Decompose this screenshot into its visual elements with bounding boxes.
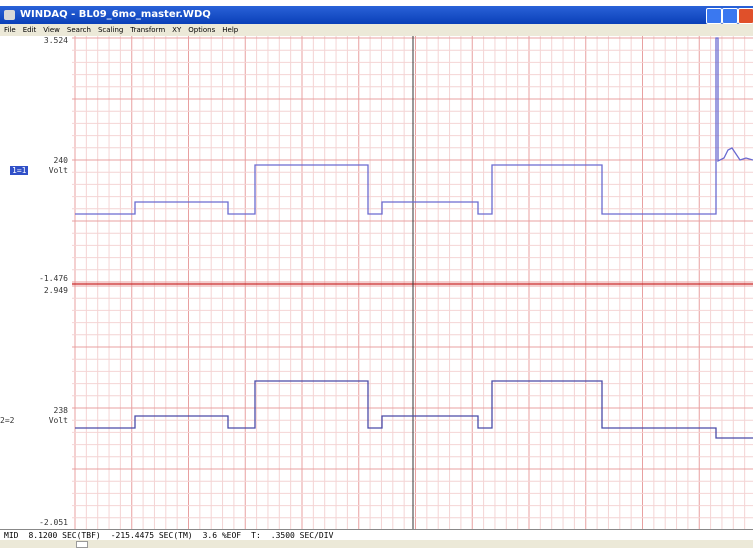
menu-item[interactable]: Scaling bbox=[97, 26, 124, 34]
status-field: MID bbox=[4, 531, 19, 540]
menu-item[interactable]: File bbox=[4, 26, 16, 34]
channel-1-trace bbox=[75, 37, 753, 215]
close-button[interactable] bbox=[738, 8, 753, 24]
channel-bottom: -1.476 bbox=[39, 274, 68, 283]
title-bar: WINDAQ - BL09_6mo_master.WDQ bbox=[0, 6, 753, 24]
minimize-button[interactable] bbox=[706, 8, 722, 24]
status-field: 3.6 %EOF bbox=[202, 531, 242, 540]
channel-unit: Volt bbox=[48, 166, 68, 175]
scroll-thumb[interactable] bbox=[76, 541, 88, 548]
status-field: .3500 SEC/DIV bbox=[270, 531, 334, 540]
status-field: -215.4475 SEC(TM) bbox=[110, 531, 193, 540]
menu-item[interactable]: View bbox=[43, 26, 60, 34]
channel-mid: 240 bbox=[53, 156, 68, 165]
app-icon bbox=[4, 10, 15, 20]
status-bar: MID 8.1200 SEC(TBF) -215.4475 SEC(TM) 3.6 %… bbox=[0, 529, 753, 541]
menu-item[interactable]: Help bbox=[222, 26, 239, 34]
waveform-display bbox=[72, 36, 753, 529]
menu-bar: File Edit View Search Scaling Transform XY Opti… bbox=[0, 24, 753, 36]
channel-id[interactable]: 1=1 bbox=[10, 166, 29, 175]
menu-item[interactable]: Transform bbox=[130, 26, 166, 34]
channel-labels: 3.524 240 Volt 1=1 -1.476 2.949 238 Volt 2=2 -2.0… bbox=[0, 36, 72, 529]
channel-2-trace bbox=[75, 380, 753, 439]
status-field: T: bbox=[251, 531, 261, 540]
channel-top: 3.524 bbox=[43, 36, 68, 45]
maximize-button[interactable] bbox=[722, 8, 738, 24]
window-title: WINDAQ - BL09_6mo_master.WDQ bbox=[20, 9, 211, 20]
status-field: 8.1200 SEC(TBF) bbox=[28, 531, 101, 540]
menu-item[interactable]: XY bbox=[172, 26, 182, 34]
channel-top: 2.949 bbox=[43, 286, 68, 295]
menu-item[interactable]: Search bbox=[66, 26, 91, 34]
menu-item[interactable]: Options bbox=[188, 26, 216, 34]
channel-id[interactable]: 2=2 bbox=[0, 416, 15, 425]
menu-item[interactable]: Edit bbox=[22, 26, 37, 34]
channel-unit: Volt bbox=[48, 416, 68, 425]
scroll-bar[interactable] bbox=[0, 540, 753, 548]
channel-mid: 238 bbox=[53, 406, 68, 415]
channel-bottom: -2.051 bbox=[39, 518, 68, 527]
